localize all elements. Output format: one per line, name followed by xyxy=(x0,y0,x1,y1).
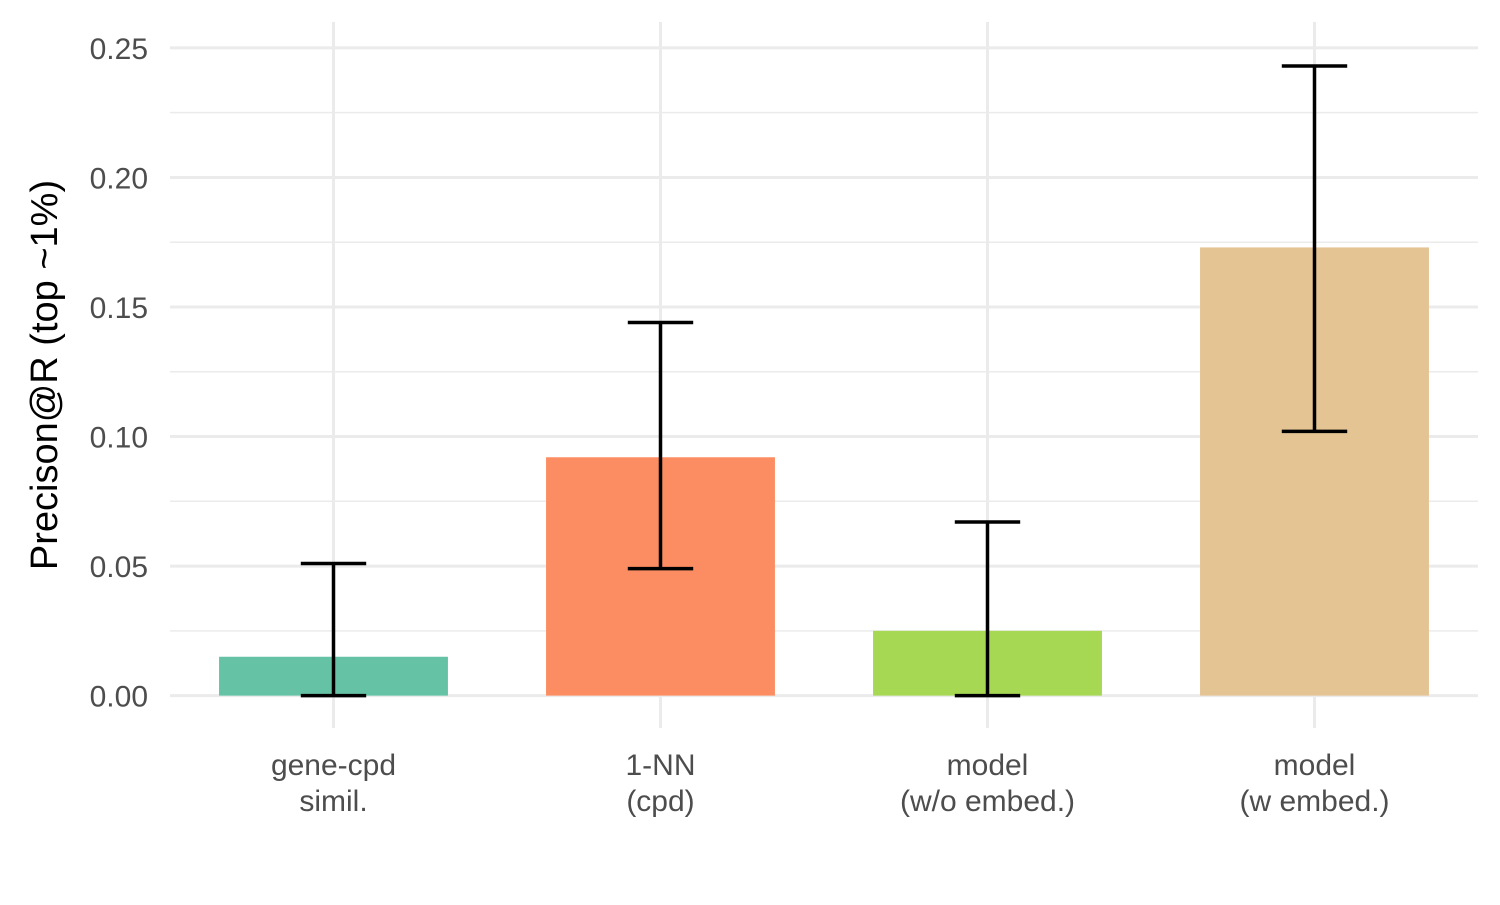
x-tick-label: model (w embed.) xyxy=(1239,749,1389,818)
y-tick-label: 0.00 xyxy=(90,681,148,714)
y-tick-label: 0.20 xyxy=(90,162,148,195)
x-tick-label-line: gene-cpd xyxy=(271,749,396,782)
error-bar xyxy=(954,520,1021,698)
y-tick-label: 0.15 xyxy=(90,292,148,325)
y-tick-label: 0.10 xyxy=(90,422,148,455)
y-axis-ticks: 0.00 0.05 0.10 0.15 0.20 0.25 xyxy=(90,33,148,714)
x-tick-label-line: (w embed.) xyxy=(1239,785,1389,818)
x-tick-label-line: simil. xyxy=(299,785,367,818)
y-tick-label: 0.25 xyxy=(90,33,148,66)
x-tick-label-line: 1-NN xyxy=(625,749,695,782)
x-tick-label-line: (w/o embed.) xyxy=(900,785,1075,818)
y-axis-title: Precison@R (top ~1%) xyxy=(24,180,66,570)
x-tick-label: 1-NN (cpd) xyxy=(625,749,695,818)
x-tick-label: model (w/o embed.) xyxy=(900,749,1075,818)
x-axis-ticks: gene-cpd simil.1-NN (cpd)model (w/o embed.)… xyxy=(271,749,1390,818)
x-tick-label-line: (cpd) xyxy=(626,785,694,818)
bars xyxy=(219,247,1429,696)
y-tick-label: 0.05 xyxy=(90,551,148,584)
error-bars xyxy=(300,64,1348,698)
x-tick-label-line: model xyxy=(1274,749,1356,782)
x-tick-label-line: model xyxy=(947,749,1029,782)
error-bar xyxy=(300,561,367,698)
x-tick-label: gene-cpd simil. xyxy=(271,749,396,818)
error-bar xyxy=(627,320,694,571)
error-bar xyxy=(1281,64,1348,434)
